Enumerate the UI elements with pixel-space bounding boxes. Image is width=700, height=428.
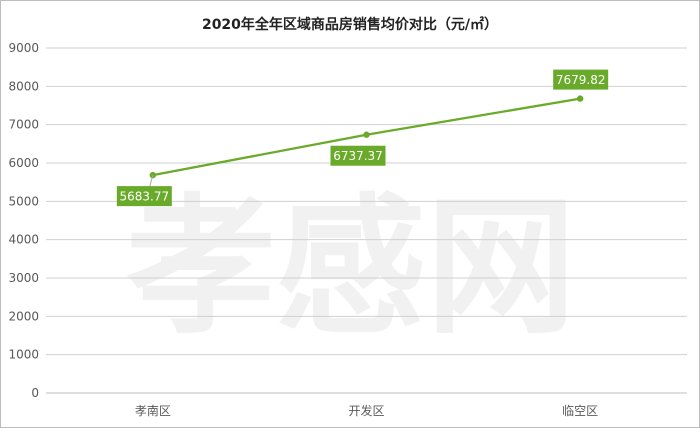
y-tick-label: 9000 <box>8 41 39 55</box>
y-tick-label: 5000 <box>8 194 39 208</box>
watermark-logo: 孝感网 <box>126 181 576 355</box>
y-tick-label: 7000 <box>8 118 39 132</box>
y-tick-label: 3000 <box>8 271 39 285</box>
gridlines <box>46 47 687 394</box>
chart-title: 2020年全年区域商品房销售均价对比（元/㎡） <box>201 17 499 33</box>
data-point-marker <box>576 95 584 102</box>
data-label-box <box>553 69 609 90</box>
x-category-label: 开发区 <box>348 403 384 418</box>
y-tick-label: 6000 <box>8 156 39 170</box>
y-tick-label: 0 <box>31 386 39 400</box>
data-label-box <box>116 186 172 207</box>
y-tick-label: 1000 <box>8 348 39 362</box>
y-tick-label: 2000 <box>8 309 39 323</box>
data-label: 5683.77 <box>120 190 170 204</box>
y-tick-label: 4000 <box>8 233 39 247</box>
y-axis-ticks: 0 1000 2000 3000 4000 5000 6000 7000 8000 9000 <box>8 41 39 400</box>
data-labels: 5683.77 6737.37 7679.82 <box>116 69 609 207</box>
y-tick-label: 8000 <box>8 79 39 93</box>
data-label: 6737.37 <box>333 149 383 163</box>
series-line-layer <box>149 95 584 179</box>
data-label-box <box>330 145 386 166</box>
data-point-marker <box>363 131 370 138</box>
x-category-label: 孝南区 <box>135 403 171 418</box>
data-label: 7679.82 <box>556 73 606 87</box>
data-label-leader <box>149 174 154 187</box>
x-axis-categories: 孝南区 开发区 临空区 <box>135 403 598 418</box>
x-category-label: 临空区 <box>562 404 598 418</box>
